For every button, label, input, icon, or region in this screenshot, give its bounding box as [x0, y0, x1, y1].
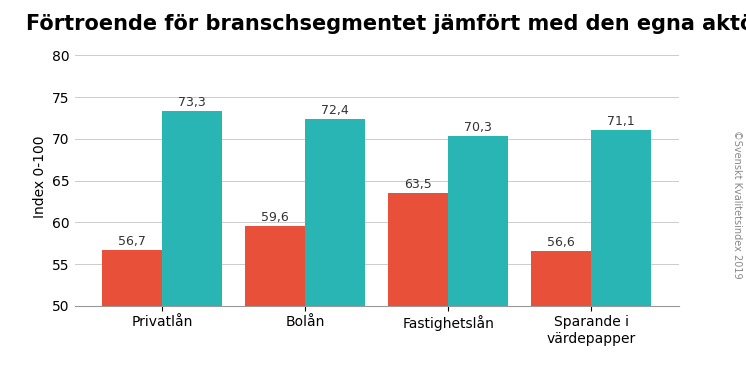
Text: 59,6: 59,6: [261, 211, 289, 223]
Text: 73,3: 73,3: [178, 96, 206, 109]
Text: 70,3: 70,3: [464, 121, 492, 134]
Text: 71,1: 71,1: [607, 114, 636, 127]
Bar: [448, 136, 508, 392]
Bar: [102, 250, 162, 392]
Text: 56,7: 56,7: [118, 235, 146, 248]
Text: Förtroende för branschsegmentet jämfört med den egna aktören: Förtroende för branschsegmentet jämfört …: [26, 15, 746, 34]
Bar: [388, 193, 448, 392]
Text: 56,6: 56,6: [548, 236, 575, 249]
Y-axis label: Index 0-100: Index 0-100: [33, 135, 46, 218]
Text: 63,5: 63,5: [404, 178, 432, 191]
Text: 72,4: 72,4: [322, 104, 349, 117]
Bar: [592, 130, 651, 392]
Text: ©Svenskt Kvalitetsindex 2019: ©Svenskt Kvalitetsindex 2019: [733, 129, 742, 278]
Bar: [245, 226, 305, 392]
Bar: [305, 119, 366, 392]
Bar: [162, 111, 222, 392]
Bar: [531, 250, 592, 392]
